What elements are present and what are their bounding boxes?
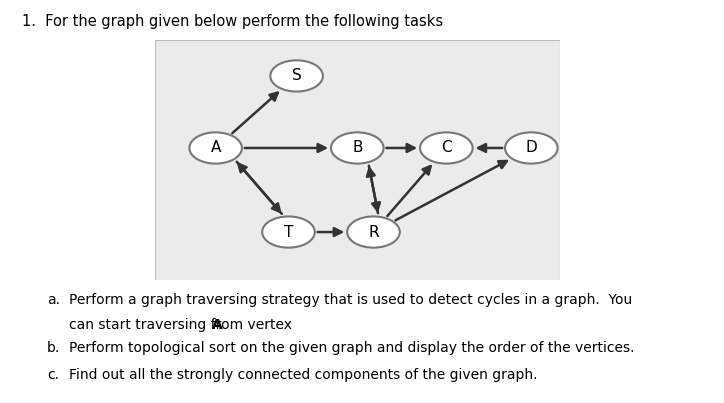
Circle shape <box>262 216 315 248</box>
Text: .: . <box>217 318 222 332</box>
FancyArrowPatch shape <box>367 168 378 213</box>
FancyArrowPatch shape <box>238 164 282 214</box>
Text: A: A <box>211 141 221 156</box>
FancyArrowPatch shape <box>387 166 431 216</box>
Text: B: B <box>352 141 363 156</box>
FancyArrowPatch shape <box>237 162 280 212</box>
Text: Perform topological sort on the given graph and display the order of the vertice: Perform topological sort on the given gr… <box>69 341 634 355</box>
Circle shape <box>331 132 384 164</box>
FancyArrowPatch shape <box>479 144 502 152</box>
Text: Find out all the strongly connected components of the given graph.: Find out all the strongly connected comp… <box>69 368 537 382</box>
Text: S: S <box>292 69 301 83</box>
Text: b.: b. <box>47 341 60 355</box>
FancyArrowPatch shape <box>369 166 380 210</box>
Text: A: A <box>212 318 223 332</box>
Text: Perform a graph traversing strategy that is used to detect cycles in a graph.  Y: Perform a graph traversing strategy that… <box>69 293 632 307</box>
Text: can start traversing from vertex: can start traversing from vertex <box>69 318 296 332</box>
Text: C: C <box>441 141 452 156</box>
Circle shape <box>420 132 473 164</box>
Text: 1.  For the graph given below perform the following tasks: 1. For the graph given below perform the… <box>22 14 443 29</box>
FancyArrowPatch shape <box>387 144 414 152</box>
FancyBboxPatch shape <box>155 40 560 280</box>
FancyArrowPatch shape <box>395 161 507 220</box>
Circle shape <box>348 216 400 248</box>
FancyArrowPatch shape <box>245 144 325 152</box>
Circle shape <box>190 132 242 164</box>
Text: R: R <box>369 224 379 239</box>
Text: D: D <box>526 141 537 156</box>
Circle shape <box>505 132 557 164</box>
FancyArrowPatch shape <box>232 93 278 133</box>
Text: a.: a. <box>47 293 60 307</box>
Text: T: T <box>284 224 293 239</box>
FancyArrowPatch shape <box>318 228 342 236</box>
Text: c.: c. <box>47 368 59 382</box>
Circle shape <box>270 60 323 91</box>
